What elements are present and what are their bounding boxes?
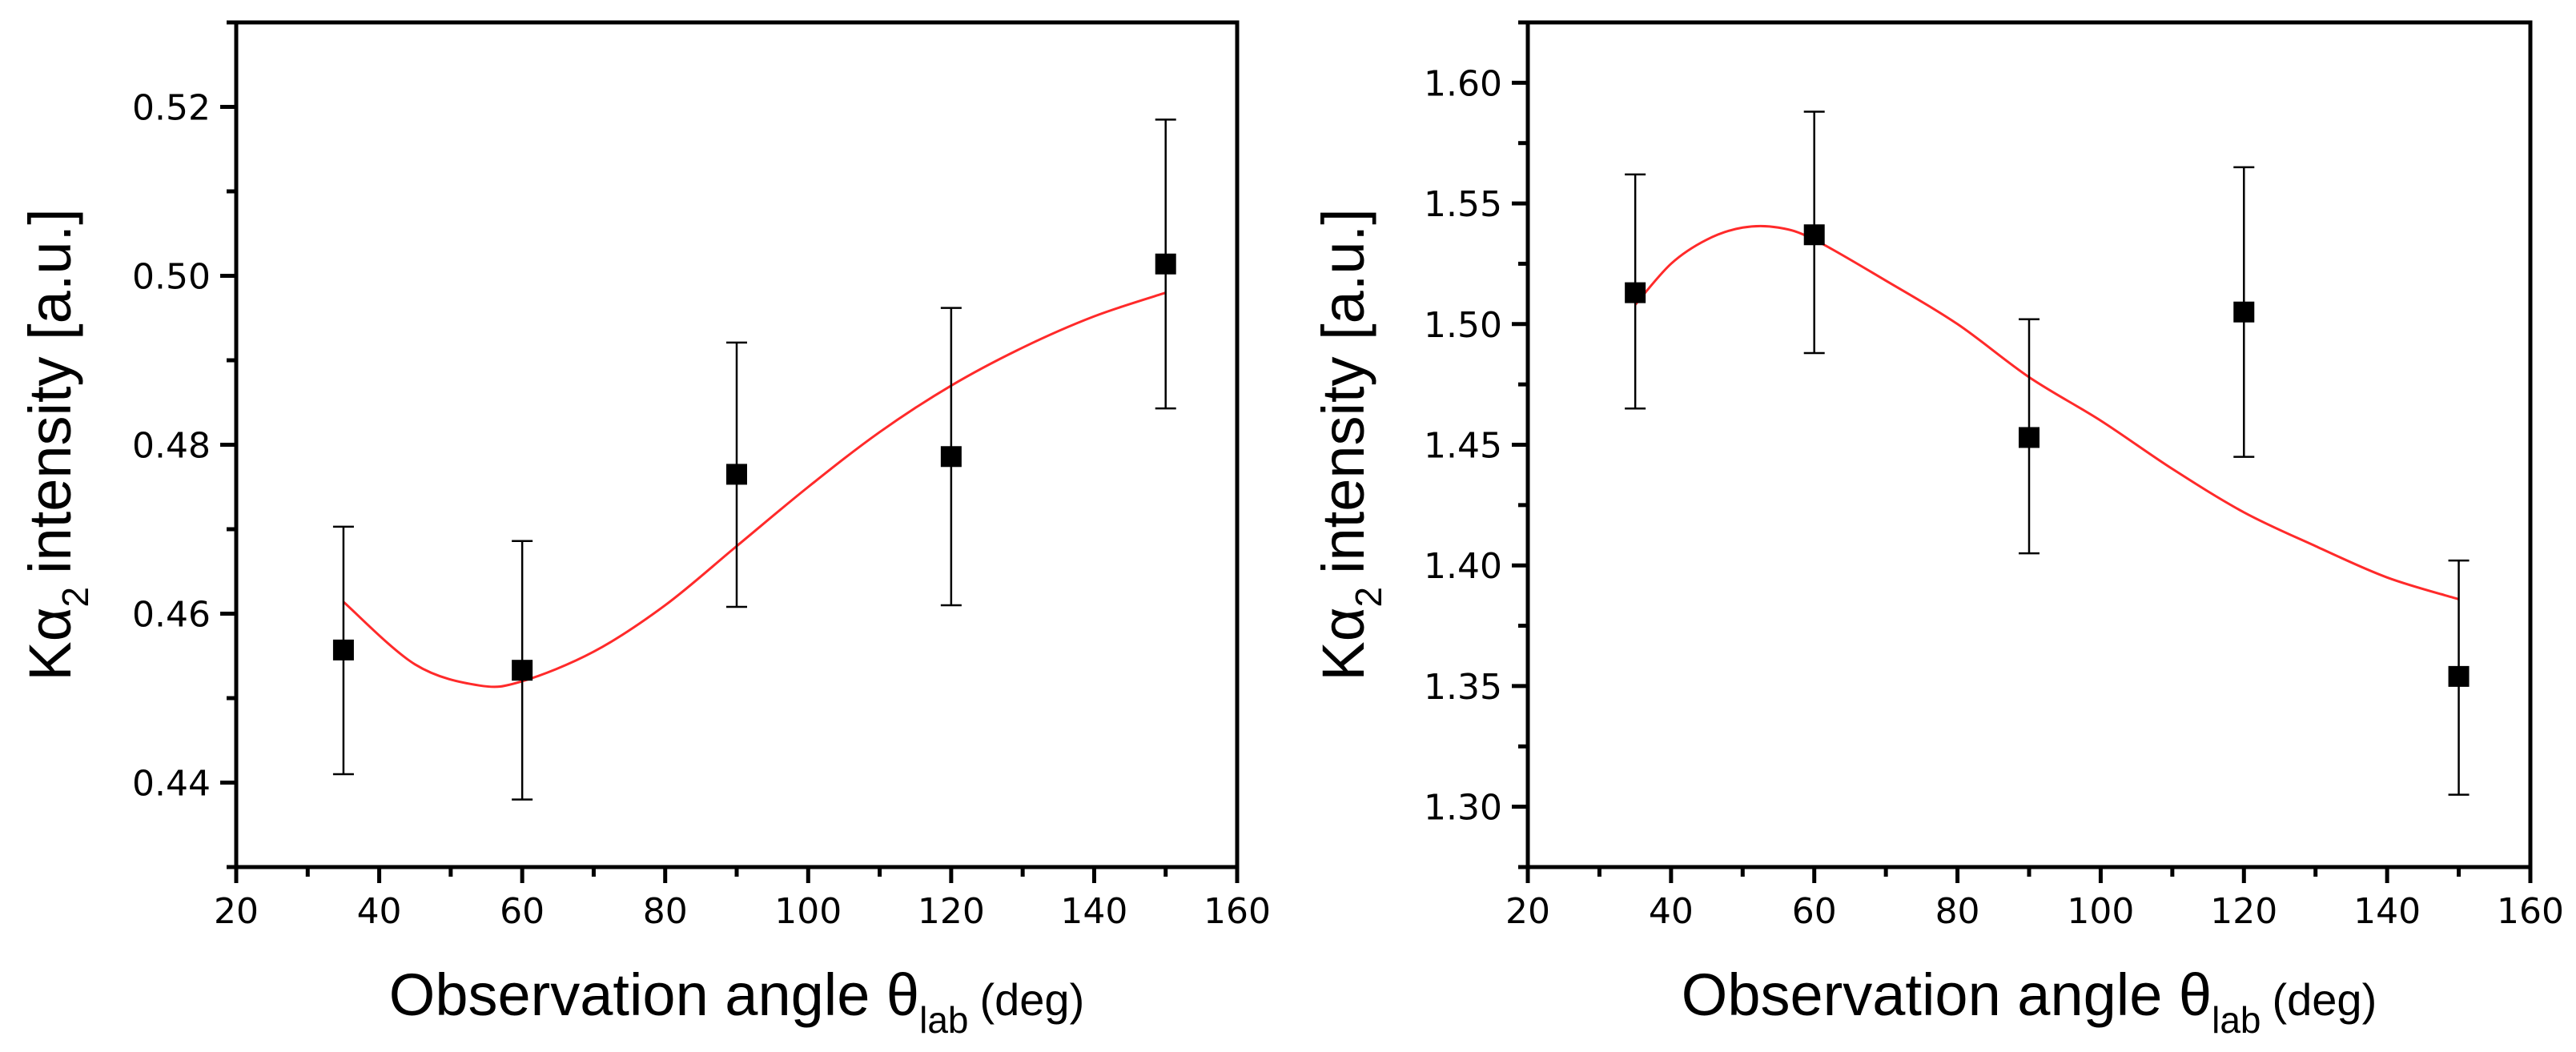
chart-0-x-tick-label: 20 [214,891,259,932]
chart-0-y-tick-label: 0.48 [132,426,211,467]
chart-0-data-point [512,660,533,681]
chart-0-fit-curve [342,291,1167,689]
chart-1-data-point [1625,282,1646,303]
chart-1-x-axis-title: Observation angle θlab (deg) [1682,962,2377,1041]
chart-1-y-tick-label: 1.60 [1424,63,1502,104]
chart-1-y-tick-label: 1.50 [1424,305,1502,346]
chart-0-x-tick-label: 40 [357,891,402,932]
chart-0-data-point [726,464,747,485]
chart-0-data-point [1155,253,1176,275]
chart-1-x-tick-label: 60 [1792,891,1837,932]
right-chart: 20 40 60 80 100 120 140 160 1.30 1.35 1.40 1.45 1.50… [1310,20,2564,1041]
chart-0-x-tick-label: 120 [918,891,985,932]
chart-0-data-point [332,639,354,661]
chart-1-y-tick-label: 1.35 [1424,667,1502,708]
chart-1-y-tick-label: 1.40 [1424,546,1502,587]
chart-0-y-tick-label: 0.52 [132,88,211,129]
chart-0-x-axis-title: Observation angle θlab (deg) [389,962,1084,1041]
chart-0-x-tick-label: 160 [1204,891,1271,932]
chart-0-y-tick-label: 0.50 [132,257,211,298]
chart-0-x-tick-label: 140 [1060,891,1127,932]
chart-0-x-tick-label: 100 [774,891,842,932]
chart-1-y-axis-title: Kα2intensity [a.u.] [1310,208,1389,681]
chart-1-x-tick-label: 160 [2497,891,2564,932]
chart-0-y-axis-title: Kα2intensity [a.u.] [17,208,96,681]
chart-0-x-tick-label: 60 [500,891,545,932]
chart-1-x-tick-label: 40 [1649,891,1694,932]
chart-0-x-tick-label: 80 [643,891,688,932]
chart-1-x-tick-label: 80 [1935,891,1980,932]
chart-1-data-point [2448,665,2470,687]
left-chart: 20 40 60 80 100 120 140 160 0.44 0.46 0.48 0.50 0.52… [17,20,1271,1041]
chart-0-y-tick-label: 0.46 [132,595,211,636]
chart-1-x-tick-label: 20 [1505,891,1550,932]
chart-1-fit-curve [1634,224,2460,600]
chart-0-data-point [940,446,962,468]
chart-1-x-tick-label: 140 [2353,891,2421,932]
chart-1-x-tick-label: 120 [2210,891,2277,932]
chart-0-y-tick-label: 0.44 [132,764,211,805]
chart-1-y-tick-label: 1.30 [1424,788,1502,829]
chart-1-data-point [2233,301,2255,323]
chart-1-y-tick-label: 1.45 [1424,426,1502,467]
chart-1-data-point [1803,224,1825,246]
chart-1-y-tick-label: 1.55 [1424,184,1502,225]
chart-1-x-tick-label: 100 [2067,891,2134,932]
chart-1-data-point [2019,427,2040,448]
